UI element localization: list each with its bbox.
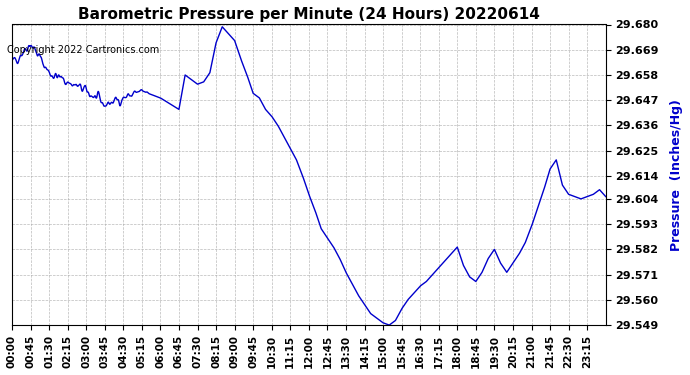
Text: Copyright 2022 Cartronics.com: Copyright 2022 Cartronics.com [7,45,159,55]
Y-axis label: Pressure  (Inches/Hg): Pressure (Inches/Hg) [670,99,683,251]
Title: Barometric Pressure per Minute (24 Hours) 20220614: Barometric Pressure per Minute (24 Hours… [78,7,540,22]
